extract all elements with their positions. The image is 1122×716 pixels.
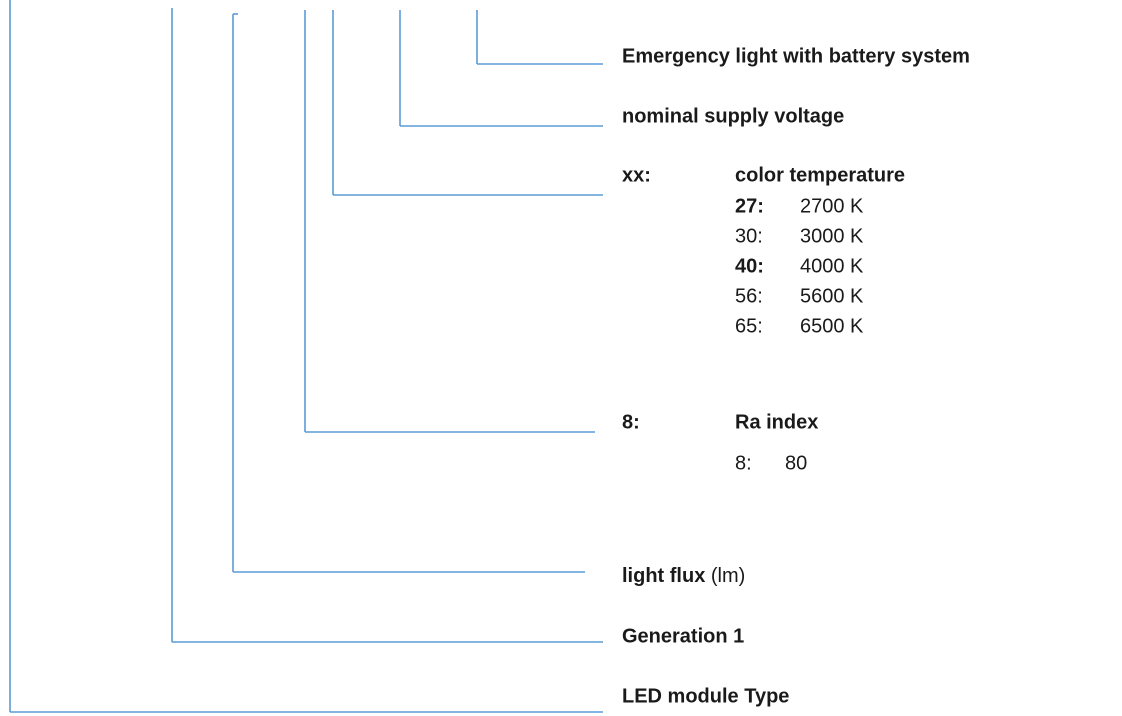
option-code: 27: xyxy=(735,195,764,217)
labels: Emergency light with battery system nomi… xyxy=(622,45,970,707)
connector-lines xyxy=(9,0,603,713)
option-code: 30: xyxy=(735,225,763,247)
option-value: 2700 K xyxy=(800,195,864,217)
option-value: 5600 K xyxy=(800,285,864,307)
option-code: 56: xyxy=(735,285,763,307)
code: 8: xyxy=(622,411,640,433)
option-code: 65: xyxy=(735,315,763,337)
option-code: 40: xyxy=(735,255,764,277)
label: nominal supply voltage xyxy=(622,105,844,127)
option-code: 8: xyxy=(735,452,752,474)
label: Emergency light with battery system xyxy=(622,45,970,67)
label: color temperature xyxy=(735,164,905,186)
unit: (lm) xyxy=(711,565,745,587)
label: Generation 1 xyxy=(622,625,744,647)
label: light flux (lm) xyxy=(622,565,745,587)
label: Ra index xyxy=(735,411,818,433)
code: xx: xyxy=(622,164,651,186)
option-value: 4000 K xyxy=(800,255,864,277)
option-value: 3000 K xyxy=(800,225,864,247)
option-value: 6500 K xyxy=(800,315,864,337)
option-value: 80 xyxy=(785,452,807,474)
label: LED module Type xyxy=(622,685,789,707)
label-text: light flux xyxy=(622,565,705,587)
